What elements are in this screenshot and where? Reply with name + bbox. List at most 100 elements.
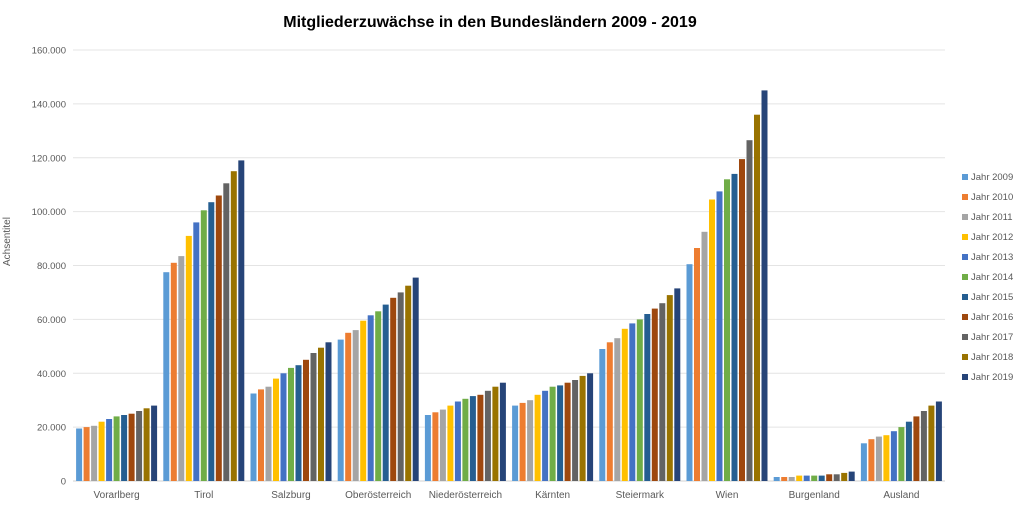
bar-Ausland-Jahr-2017 bbox=[920, 411, 927, 481]
bar-Ausland-Jahr-2009 bbox=[860, 443, 867, 481]
legend-label: Jahr 2016 bbox=[971, 311, 1014, 323]
bar-Salzburg-Jahr-2011 bbox=[265, 386, 272, 481]
bar-Salzburg-Jahr-2010 bbox=[258, 389, 264, 481]
bar-Salzburg-Jahr-2019 bbox=[325, 342, 332, 481]
y-tick-label: 140.000 bbox=[32, 99, 66, 110]
bar-Oberösterreich-Jahr-2014 bbox=[375, 311, 382, 481]
chart-title: Mitgliederzuwächse in den Bundesländern … bbox=[283, 14, 697, 31]
bar-Niederösterreich-Jahr-2011 bbox=[439, 409, 446, 481]
legend-item: Jahr 2010 bbox=[962, 187, 1013, 207]
y-tick-label: 0 bbox=[61, 477, 66, 488]
bar-Tirol-Jahr-2010 bbox=[170, 262, 177, 481]
legend-swatch-icon bbox=[962, 254, 968, 260]
bar-Niederösterreich-Jahr-2017 bbox=[484, 390, 491, 481]
bar-Oberösterreich-Jahr-2017 bbox=[397, 292, 404, 481]
bar-Vorarlberg-Jahr-2012 bbox=[98, 421, 105, 481]
bar-Tirol-Jahr-2011 bbox=[178, 256, 185, 481]
bar-Tirol-Jahr-2017 bbox=[223, 183, 230, 482]
bar-Wien-Jahr-2016 bbox=[739, 159, 745, 481]
bar-Burgenland-Jahr-2019 bbox=[848, 471, 855, 481]
legend-swatch-icon bbox=[962, 374, 968, 380]
bar-Oberösterreich-Jahr-2011 bbox=[352, 330, 359, 481]
y-tick-label: 160.000 bbox=[32, 46, 66, 57]
bar-Steiermark-Jahr-2015 bbox=[644, 314, 651, 481]
gridlines bbox=[73, 49, 945, 482]
bar-Tirol-Jahr-2014 bbox=[200, 210, 207, 482]
bar-Steiermark-Jahr-2013 bbox=[629, 323, 636, 481]
legend-label: Jahr 2013 bbox=[971, 251, 1014, 263]
bar-Kärnten-Jahr-2012 bbox=[534, 394, 541, 481]
legend-label: Jahr 2015 bbox=[971, 291, 1014, 303]
bar-Ausland-Jahr-2010 bbox=[868, 439, 875, 481]
legend-label: Jahr 2009 bbox=[971, 171, 1014, 183]
bar-Ausland-Jahr-2013 bbox=[890, 431, 897, 481]
bar-Niederösterreich-Jahr-2012 bbox=[447, 405, 454, 481]
bar-Burgenland-Jahr-2014 bbox=[811, 475, 818, 481]
bar-Steiermark-Jahr-2014 bbox=[636, 319, 643, 481]
x-category-label: Salzburg bbox=[271, 490, 310, 501]
bar-Burgenland-Jahr-2009 bbox=[773, 477, 780, 481]
bar-Salzburg-Jahr-2012 bbox=[273, 378, 279, 481]
legend-swatch-icon bbox=[962, 334, 968, 340]
bar-Salzburg-Jahr-2017 bbox=[310, 353, 317, 481]
x-category-label: Wien bbox=[716, 490, 739, 501]
bar-Tirol-Jahr-2013 bbox=[193, 222, 200, 481]
bar-Oberösterreich-Jahr-2012 bbox=[360, 320, 367, 481]
bar-Niederösterreich-Jahr-2009 bbox=[424, 415, 431, 481]
legend-label: Jahr 2018 bbox=[971, 351, 1014, 363]
legend-item: Jahr 2019 bbox=[962, 367, 1013, 387]
bar-Salzburg-Jahr-2016 bbox=[303, 359, 309, 481]
legend: Jahr 2009 Jahr 2010 Jahr 2011 Jahr 2012 Jahr… bbox=[962, 167, 1013, 387]
bar-Salzburg-Jahr-2015 bbox=[295, 365, 302, 481]
x-category-label: Steiermark bbox=[616, 490, 665, 501]
legend-label: Jahr 2019 bbox=[971, 371, 1014, 383]
bar-Steiermark-Jahr-2012 bbox=[621, 328, 628, 481]
bar-Kärnten-Jahr-2009 bbox=[512, 405, 519, 481]
legend-swatch-icon bbox=[962, 194, 968, 200]
y-tick-label: 40.000 bbox=[37, 369, 66, 380]
bar-Oberösterreich-Jahr-2016 bbox=[390, 297, 397, 481]
x-category-label: Tirol bbox=[194, 490, 213, 501]
bar-Kärnten-Jahr-2016 bbox=[564, 382, 571, 481]
bar-Tirol-Jahr-2015 bbox=[208, 202, 215, 481]
legend-swatch-icon bbox=[962, 354, 968, 360]
bar-Steiermark-Jahr-2018 bbox=[666, 295, 673, 481]
bar-Wien-Jahr-2017 bbox=[746, 140, 753, 481]
bar-Ausland-Jahr-2018 bbox=[928, 405, 935, 481]
bar-Tirol-Jahr-2016 bbox=[215, 195, 222, 481]
bar-Niederösterreich-Jahr-2015 bbox=[469, 396, 476, 481]
bar-Niederösterreich-Jahr-2019 bbox=[499, 382, 506, 481]
legend-item: Jahr 2012 bbox=[962, 227, 1013, 247]
bar-Vorarlberg-Jahr-2019 bbox=[151, 405, 158, 481]
legend-item: Jahr 2015 bbox=[962, 287, 1013, 307]
legend-item: Jahr 2013 bbox=[962, 247, 1013, 267]
bar-Oberösterreich-Jahr-2009 bbox=[337, 339, 344, 481]
bar-Wien-Jahr-2014 bbox=[724, 179, 730, 482]
legend-swatch-icon bbox=[962, 234, 968, 240]
x-category-label: Burgenland bbox=[789, 490, 840, 501]
bar-Kärnten-Jahr-2011 bbox=[527, 400, 534, 481]
legend-item: Jahr 2014 bbox=[962, 267, 1013, 287]
bar-Ausland-Jahr-2011 bbox=[875, 436, 882, 481]
legend-label: Jahr 2017 bbox=[971, 331, 1014, 343]
bar-Burgenland-Jahr-2016 bbox=[826, 474, 833, 481]
bar-Vorarlberg-Jahr-2011 bbox=[91, 425, 98, 481]
bar-Steiermark-Jahr-2010 bbox=[606, 342, 613, 481]
bar-Burgenland-Jahr-2012 bbox=[796, 475, 803, 481]
bar-Vorarlberg-Jahr-2009 bbox=[76, 428, 83, 481]
bar-Steiermark-Jahr-2017 bbox=[659, 303, 666, 481]
y-tick-label: 60.000 bbox=[37, 315, 66, 326]
bar-Tirol-Jahr-2009 bbox=[163, 272, 170, 481]
bars bbox=[76, 90, 942, 482]
bar-Steiermark-Jahr-2019 bbox=[674, 288, 681, 481]
bar-Ausland-Jahr-2019 bbox=[935, 401, 942, 481]
bar-Vorarlberg-Jahr-2015 bbox=[121, 415, 128, 481]
bar-Niederösterreich-Jahr-2014 bbox=[462, 398, 469, 481]
bar-Kärnten-Jahr-2015 bbox=[557, 385, 564, 481]
bar-Burgenland-Jahr-2011 bbox=[788, 477, 795, 481]
legend-swatch-icon bbox=[962, 314, 968, 320]
legend-item: Jahr 2017 bbox=[962, 327, 1013, 347]
bar-Burgenland-Jahr-2013 bbox=[803, 475, 810, 481]
legend-label: Jahr 2014 bbox=[971, 271, 1014, 283]
bar-Kärnten-Jahr-2017 bbox=[572, 380, 579, 481]
